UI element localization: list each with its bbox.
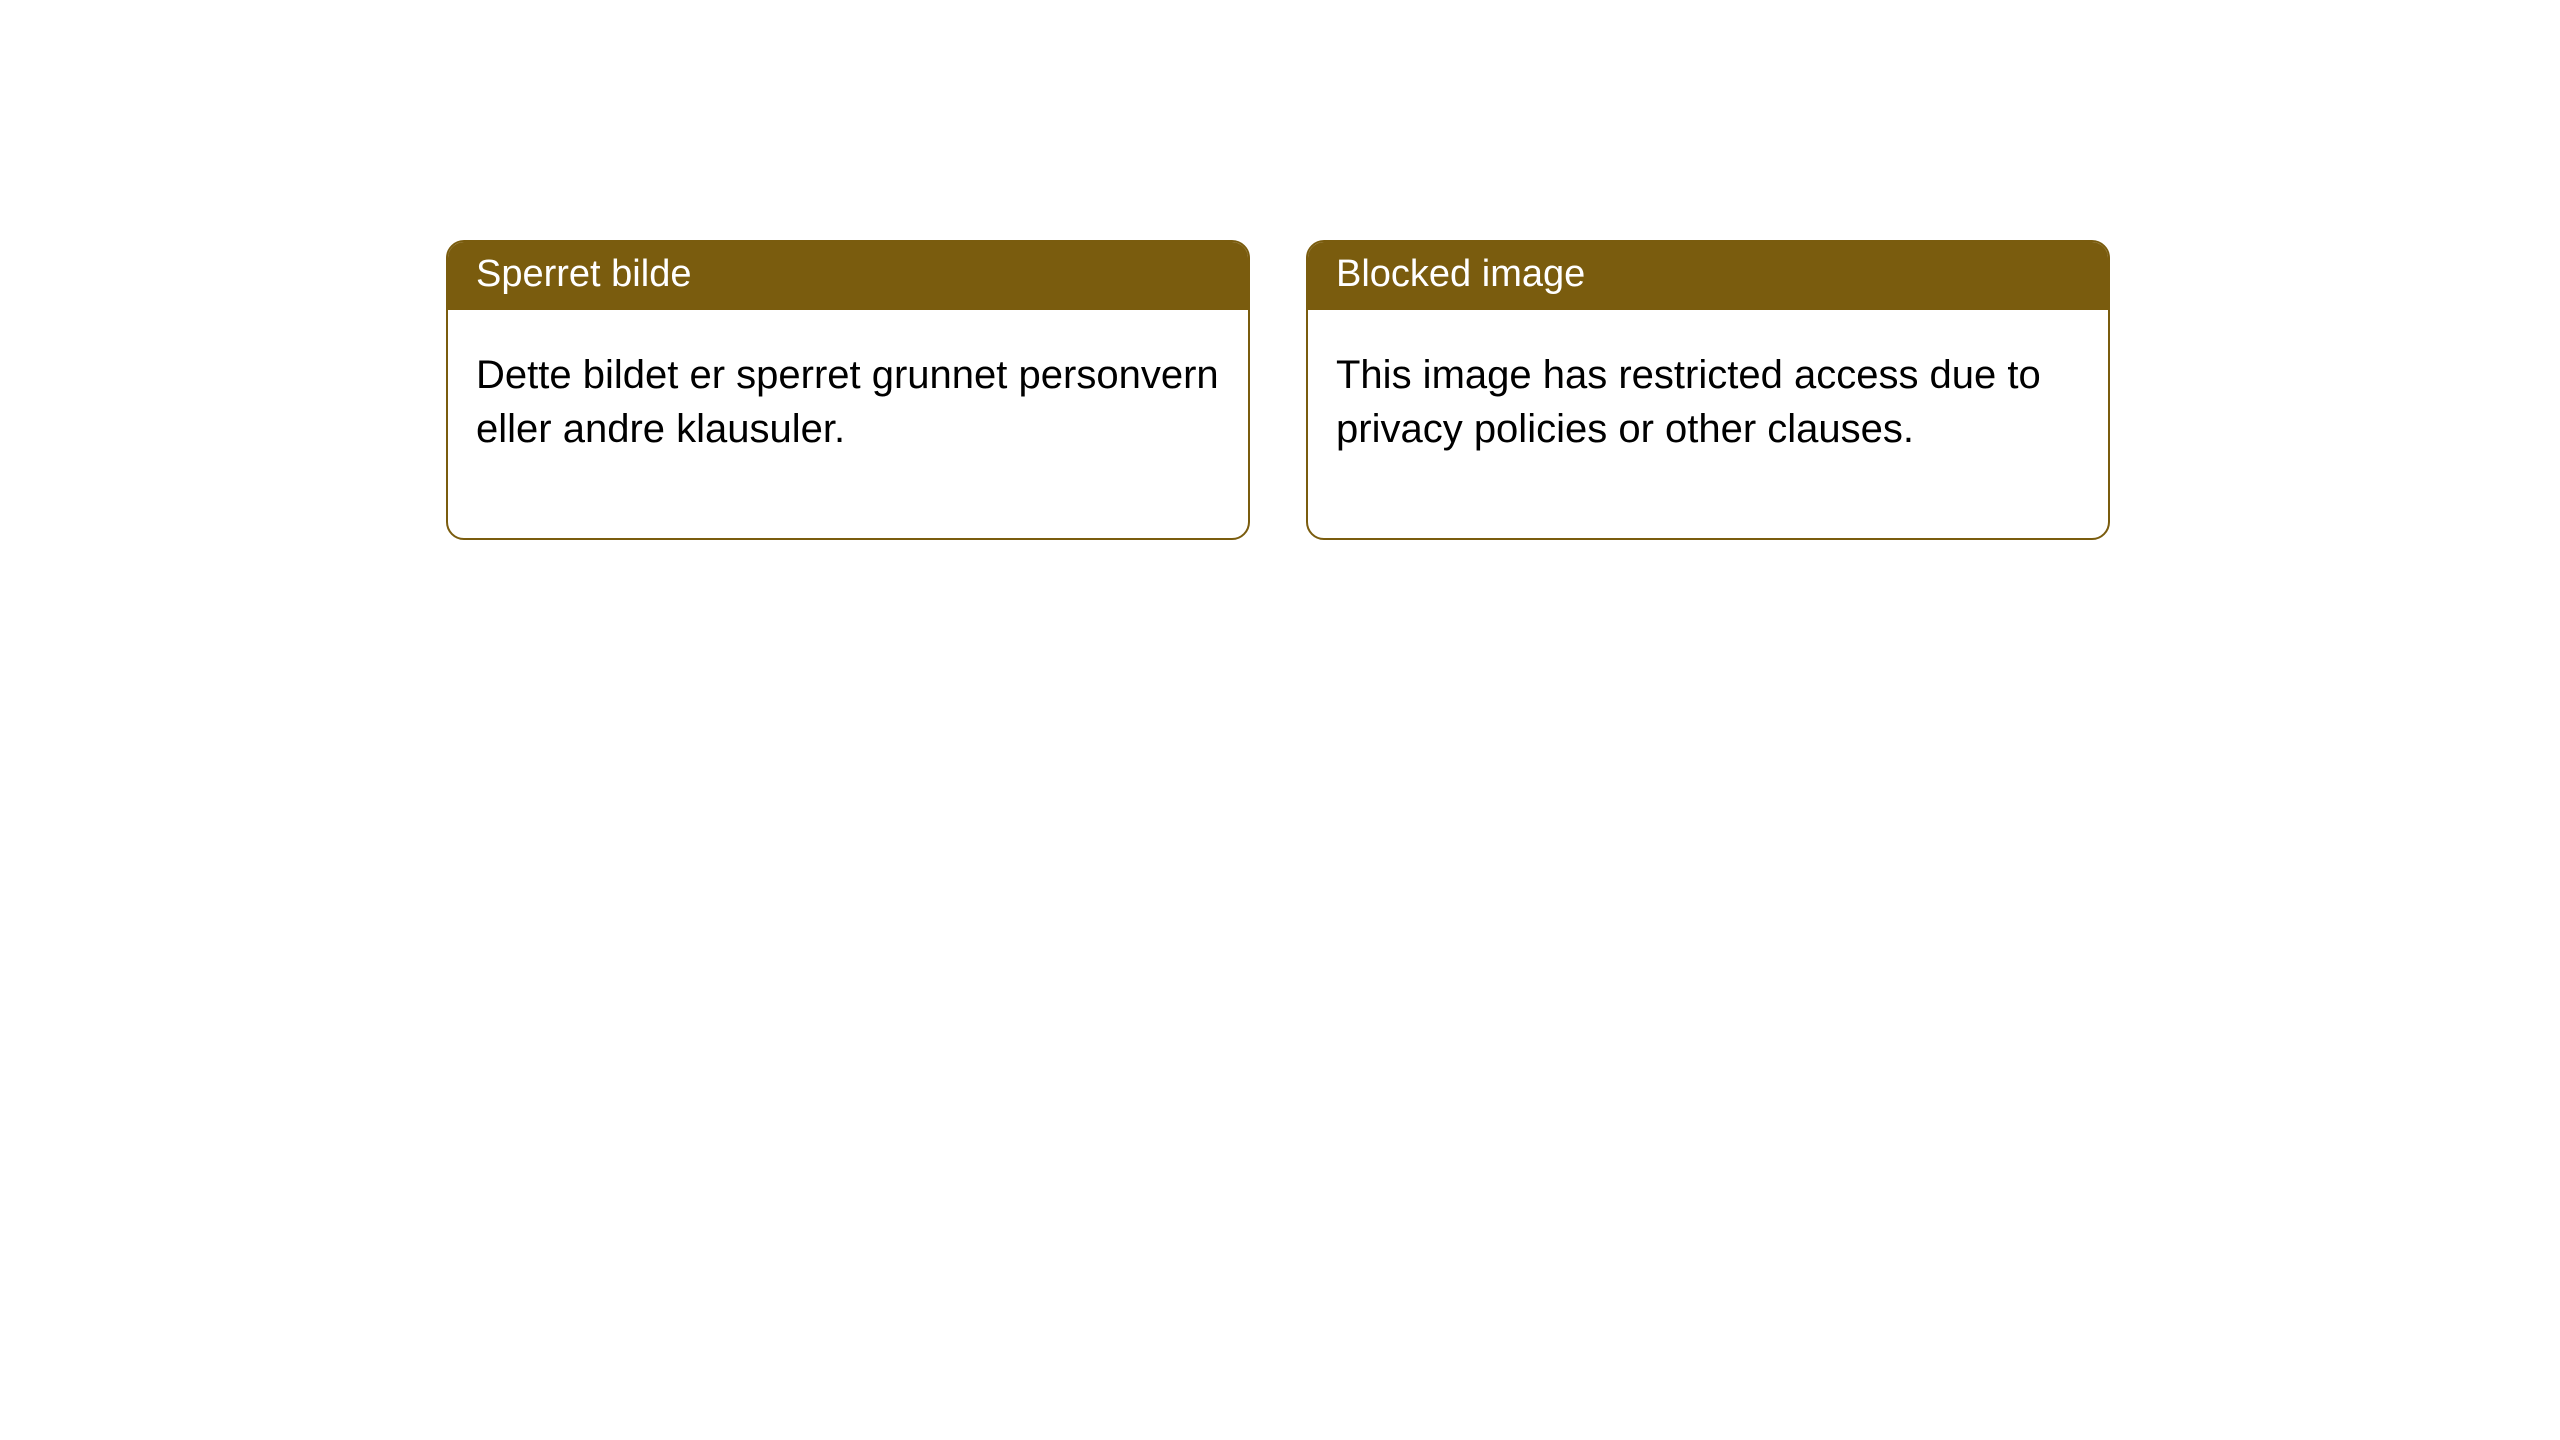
notice-container: Sperret bilde Dette bildet er sperret gr… [0,0,2560,540]
notice-card-body: This image has restricted access due to … [1308,310,2108,538]
notice-card-norwegian: Sperret bilde Dette bildet er sperret gr… [446,240,1250,540]
notice-card-english: Blocked image This image has restricted … [1306,240,2110,540]
notice-card-title: Sperret bilde [448,242,1248,310]
notice-card-title: Blocked image [1308,242,2108,310]
notice-card-body: Dette bildet er sperret grunnet personve… [448,310,1248,538]
